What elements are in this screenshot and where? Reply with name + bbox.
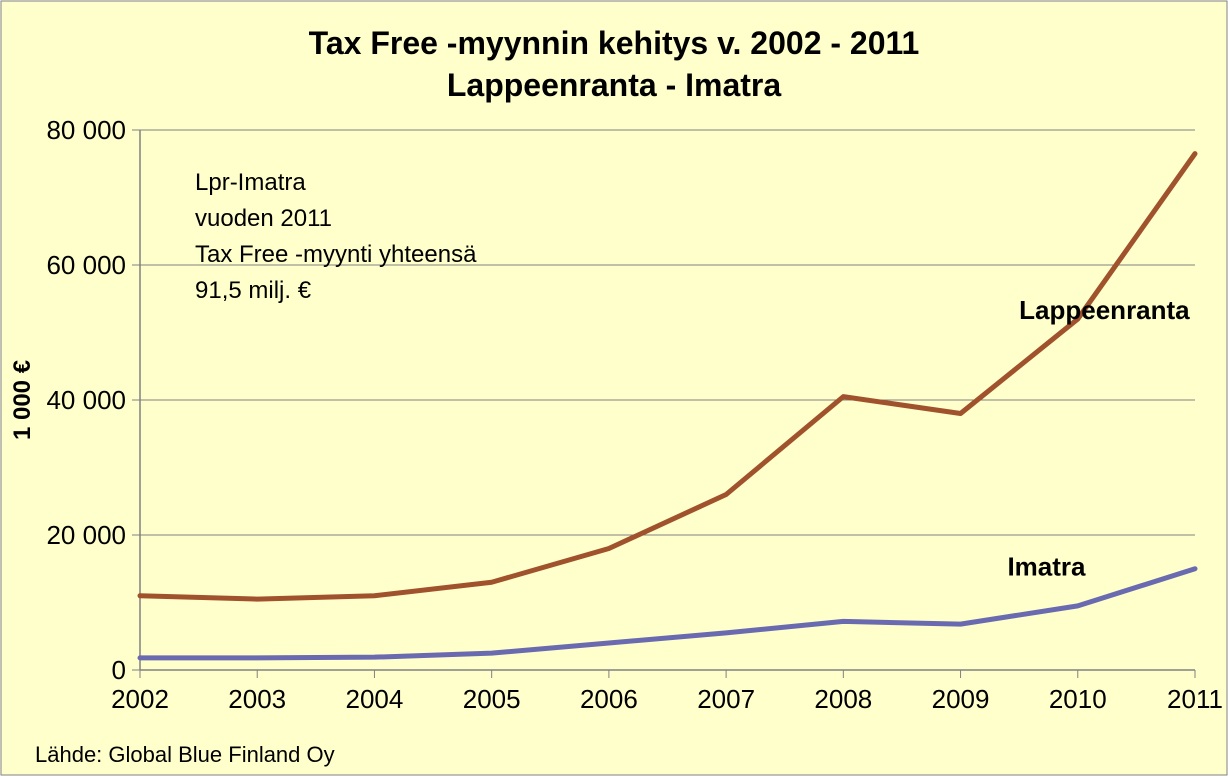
series-label-imatra: Imatra xyxy=(1007,552,1086,582)
x-tick-label: 2007 xyxy=(697,684,755,714)
chart-container: 0 20 000 40 000 60 000 80 000 2002 2003 2004 200… xyxy=(0,0,1228,776)
x-tick-label: 2004 xyxy=(346,684,404,714)
source-text: Lähde: Global Blue Finland Oy xyxy=(35,742,335,767)
x-tick-label: 2005 xyxy=(463,684,521,714)
x-tick-label: 2008 xyxy=(814,684,872,714)
annotation-line: vuoden 2011 xyxy=(195,205,332,232)
x-tick-label: 2003 xyxy=(228,684,286,714)
chart-title-line2: Lappeenranta - Imatra xyxy=(447,67,782,103)
series-label-lappeenranta: Lappeenranta xyxy=(1019,295,1190,325)
line-chart: 0 20 000 40 000 60 000 80 000 2002 2003 2004 200… xyxy=(0,0,1228,776)
x-tick-label: 2006 xyxy=(580,684,638,714)
annotation-line: Tax Free -myynti yhteensä xyxy=(195,241,477,268)
y-axis-title: 1 000 € xyxy=(9,360,36,440)
y-tick-label: 60 000 xyxy=(46,250,126,280)
y-tick-label: 0 xyxy=(112,655,126,685)
chart-title-line1: Tax Free -myynnin kehitys v. 2002 - 2011 xyxy=(309,25,920,61)
x-tick-label: 2010 xyxy=(1049,684,1107,714)
annotation-line: Lpr-Imatra xyxy=(195,169,306,196)
y-tick-label: 40 000 xyxy=(46,385,126,415)
annotation-line: 91,5 milj. € xyxy=(195,277,312,304)
x-tick-label: 2009 xyxy=(932,684,990,714)
y-tick-label: 20 000 xyxy=(46,520,126,550)
x-tick-label: 2002 xyxy=(111,684,169,714)
x-tick-label: 2011 xyxy=(1167,684,1223,714)
y-tick-label: 80 000 xyxy=(46,115,126,145)
